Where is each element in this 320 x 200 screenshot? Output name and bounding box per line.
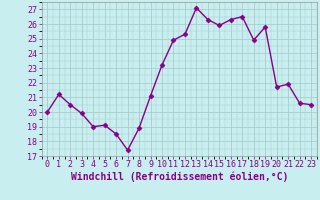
X-axis label: Windchill (Refroidissement éolien,°C): Windchill (Refroidissement éolien,°C) bbox=[70, 172, 288, 182]
